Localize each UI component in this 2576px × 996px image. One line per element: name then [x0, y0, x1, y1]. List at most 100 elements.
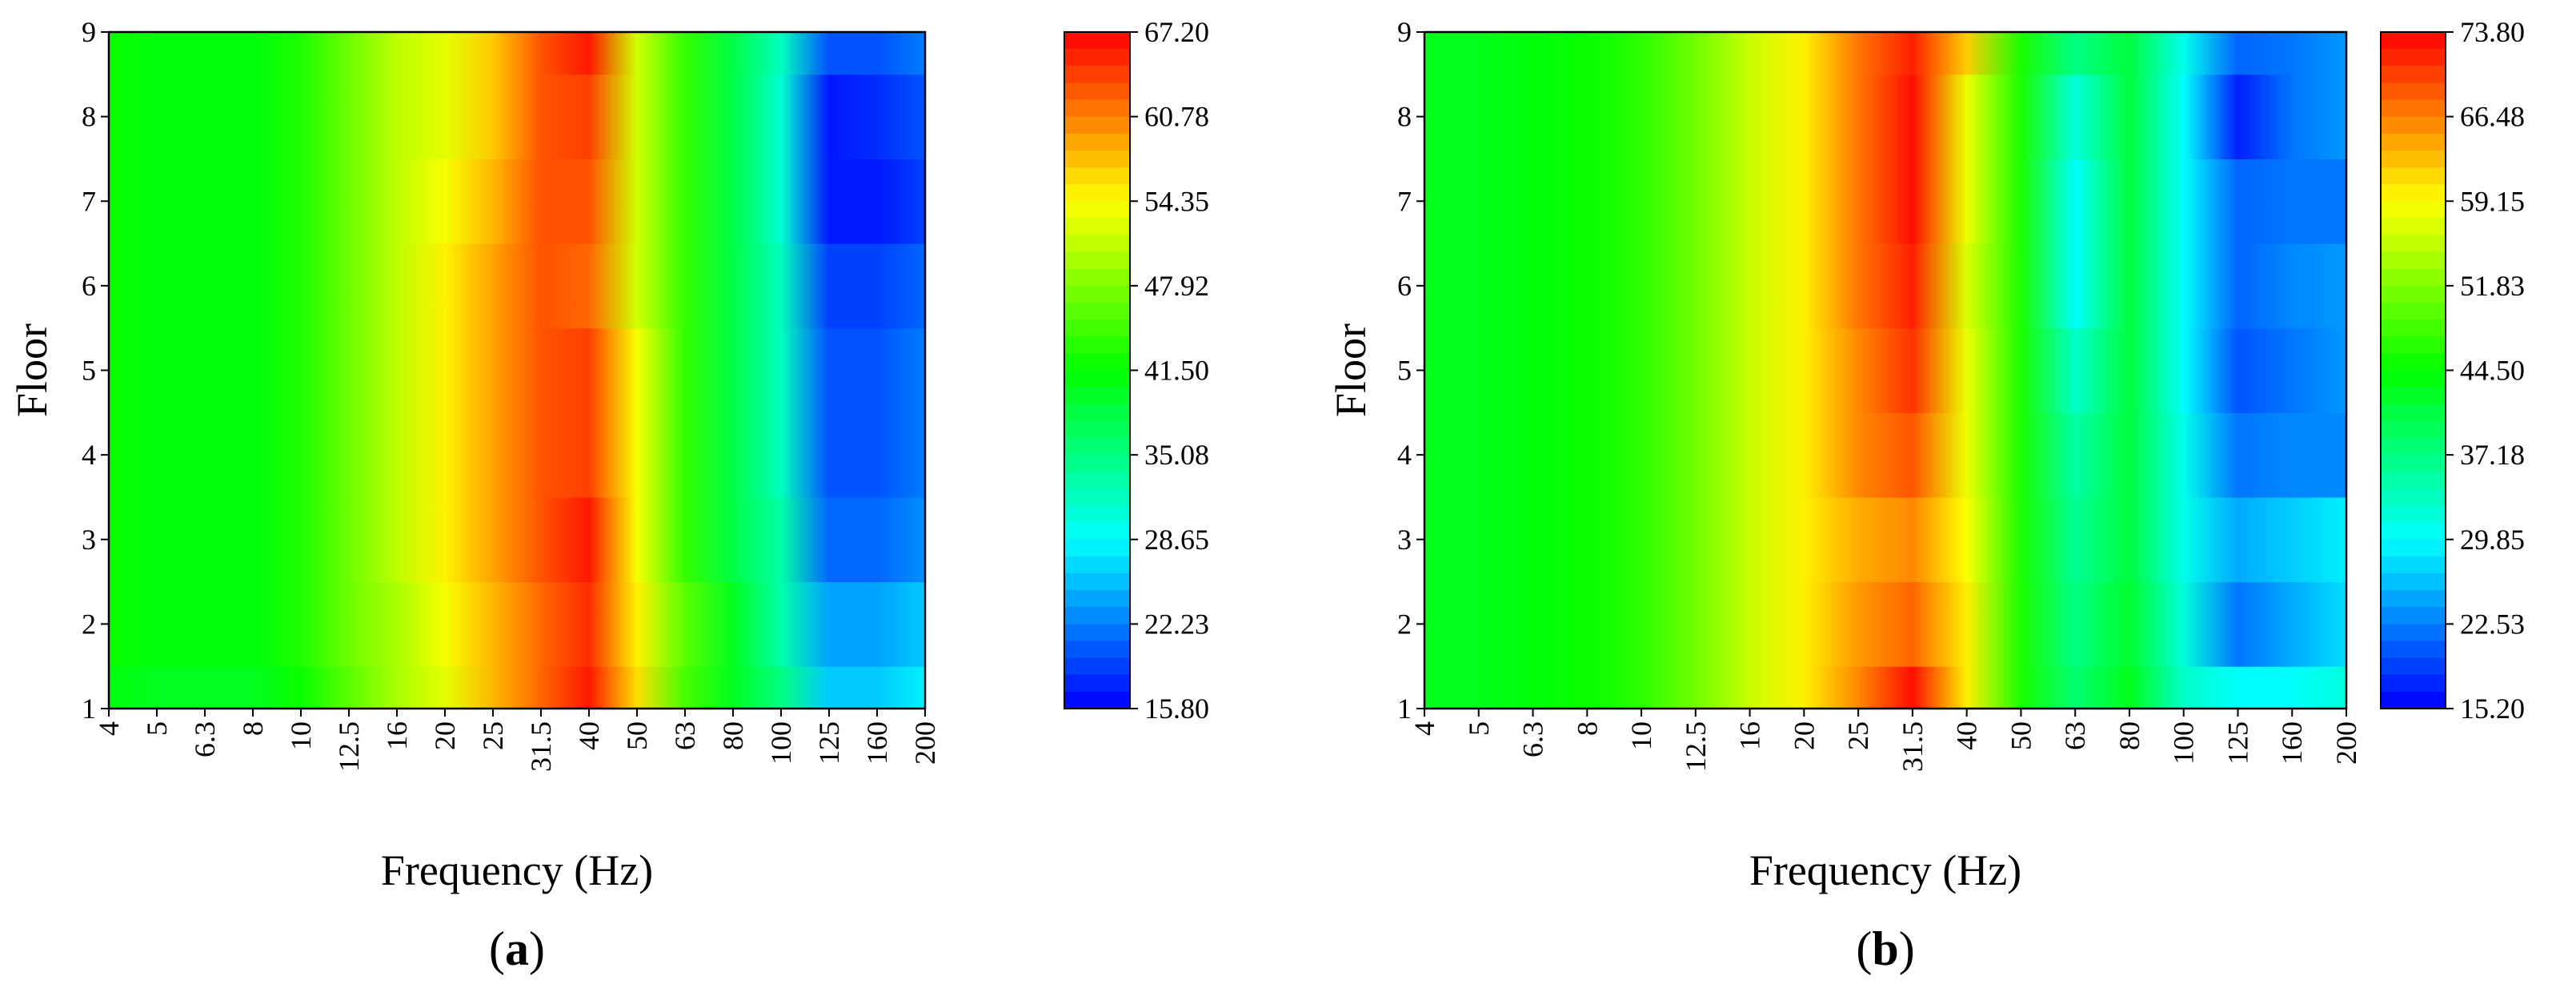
- heatmap-row-floor-2: [109, 581, 925, 667]
- x-tick-label: 100: [2168, 721, 2200, 765]
- heatmap-row-floor-2: [1424, 581, 2346, 667]
- x-tick-label: 200: [909, 721, 941, 765]
- panel-b: 4 5 6.3 8 10 12.5 16 20 25 31.5 40 50 63 80 100 125 160 2…: [1327, 16, 2525, 975]
- x-tick-label: 50: [621, 721, 653, 750]
- colorbar-tick-label: 22.23: [1144, 608, 1209, 640]
- colorbar-tick-label: 67.20: [1144, 16, 1209, 48]
- panel-letter-b: b: [1872, 922, 1898, 975]
- colorbar-tick-label: 15.20: [2460, 693, 2525, 725]
- colorbar-tick-label: 73.80: [2460, 16, 2525, 48]
- y-tick-label: 3: [1397, 524, 1412, 556]
- x-tick-label: 6.3: [189, 721, 221, 757]
- x-tick-label: 10: [1625, 721, 1657, 750]
- colorbar-ticks-b: 15.20 22.53 29.85 37.18 44.50 51.83 59.15 66.48…: [2446, 16, 2525, 725]
- x-tick-label: 80: [2113, 721, 2145, 750]
- y-tick-label: 8: [82, 101, 96, 133]
- x-tick-label: 125: [2221, 721, 2253, 765]
- x-tick-label: 4: [93, 721, 125, 736]
- x-tick-label: 6.3: [1517, 721, 1549, 757]
- x-tick-label: 12.5: [1680, 721, 1712, 772]
- x-tick-label: 12.5: [333, 721, 365, 772]
- x-tick-label: 31.5: [525, 721, 557, 772]
- y-axis-label-b: Floor: [1327, 323, 1375, 417]
- panel-label-b: (b): [1856, 922, 1914, 975]
- heatmap-row-floor-1: [1424, 666, 2346, 709]
- y-tick-label: 3: [82, 524, 96, 556]
- colorbar-ticks-a: 15.80 22.23 28.65 35.08 41.50 47.92 54.35 60.78…: [1130, 16, 1209, 725]
- heatmap-row-floor-6: [109, 243, 925, 329]
- colorbar-tick-label: 22.53: [2460, 608, 2525, 640]
- x-ticks-b: 4 5 6.3 8 10 12.5 16 20 25 31.5 40 50 63 80 100 125 160 2…: [1408, 709, 2362, 772]
- y-tick-label: 7: [82, 185, 96, 217]
- x-tick-label: 80: [717, 721, 749, 750]
- x-axis-label-b: Frequency (Hz): [1749, 846, 2021, 894]
- colorbar-tick-label: 29.85: [2460, 524, 2525, 556]
- panel-letter-a: a: [505, 922, 529, 975]
- y-tick-label: 1: [1397, 693, 1412, 725]
- x-tick-label: 8: [1571, 721, 1603, 736]
- heatmap-a-cells: [109, 32, 925, 709]
- y-tick-label: 2: [82, 608, 96, 640]
- x-tick-label: 31.5: [1897, 721, 1929, 772]
- x-tick-label: 63: [669, 721, 701, 750]
- x-tick-label: 20: [429, 721, 461, 750]
- heatmap-row-floor-3: [109, 496, 925, 583]
- x-tick-label: 125: [813, 721, 845, 765]
- y-tick-label: 5: [1397, 355, 1412, 387]
- colorbar-b: [2380, 31, 2446, 709]
- heatmap-b-cells: [1424, 32, 2346, 709]
- heatmap-row-floor-5: [1424, 327, 2346, 413]
- y-tick-label: 4: [82, 439, 96, 471]
- y-axis-label-a: Floor: [8, 323, 56, 417]
- y-tick-label: 5: [82, 355, 96, 387]
- y-tick-label: 9: [82, 16, 96, 48]
- colorbar-tick-label: 41.50: [1144, 355, 1209, 387]
- heatmap-row-floor-1: [109, 666, 925, 709]
- heatmap-row-floor-6: [1424, 243, 2346, 329]
- heatmap-row-floor-4: [1424, 412, 2346, 498]
- x-tick-label: 100: [765, 721, 797, 765]
- y-tick-label: 4: [1397, 439, 1412, 471]
- x-tick-label: 63: [2059, 721, 2091, 750]
- heatmap-row-floor-8: [1424, 74, 2346, 160]
- x-tick-label: 25: [1842, 721, 1874, 750]
- y-ticks-a: 1 2 3 4 5 6 7 8 9: [82, 16, 109, 725]
- x-tick-label: 50: [2005, 721, 2037, 750]
- x-tick-label: 40: [573, 721, 605, 750]
- heatmap-row-floor-9: [109, 32, 925, 75]
- heatmap-row-floor-5: [109, 327, 925, 413]
- colorbar-tick-label: 54.35: [1144, 185, 1209, 217]
- panel-a: 4 5 6.3 8 10 12.5 16 20 25 31.5 40 50 63 80 100 125 160 2…: [8, 16, 1209, 975]
- colorbar-tick-label: 44.50: [2460, 355, 2525, 387]
- x-ticks-a: 4 5 6.3 8 10 12.5 16 20 25 31.5 40 50 63 80 100 125 160 2…: [93, 709, 941, 772]
- x-axis-label-a: Frequency (Hz): [381, 846, 653, 894]
- x-tick-label: 25: [477, 721, 509, 750]
- x-tick-label: 160: [861, 721, 893, 765]
- heatmap-row-floor-7: [109, 159, 925, 244]
- y-tick-label: 7: [1397, 185, 1412, 217]
- y-tick-label: 1: [82, 693, 96, 725]
- x-tick-label: 16: [381, 721, 413, 750]
- colorbar-tick-label: 47.92: [1144, 270, 1209, 302]
- heatmap-row-floor-4: [109, 412, 925, 498]
- x-tick-label: 10: [285, 721, 317, 750]
- colorbar-tick-label: 59.15: [2460, 185, 2525, 217]
- heatmap-row-floor-7: [1424, 159, 2346, 244]
- heatmap-row-floor-8: [109, 74, 925, 160]
- y-tick-label: 6: [82, 270, 96, 302]
- colorbar-tick-label: 28.65: [1144, 524, 1209, 556]
- x-tick-label: 160: [2276, 721, 2308, 765]
- y-tick-label: 9: [1397, 16, 1412, 48]
- x-tick-label: 5: [1463, 721, 1495, 736]
- x-tick-label: 5: [141, 721, 173, 736]
- panel-label-a: (a): [489, 922, 545, 975]
- x-tick-label: 4: [1408, 721, 1440, 736]
- heatmap-row-floor-9: [1424, 32, 2346, 75]
- colorbar-tick-label: 37.18: [2460, 439, 2525, 471]
- x-tick-label: 200: [2330, 721, 2362, 765]
- x-tick-label: 16: [1734, 721, 1766, 750]
- y-tick-label: 8: [1397, 101, 1412, 133]
- heatmap-row-floor-3: [1424, 496, 2346, 583]
- y-tick-label: 2: [1397, 608, 1412, 640]
